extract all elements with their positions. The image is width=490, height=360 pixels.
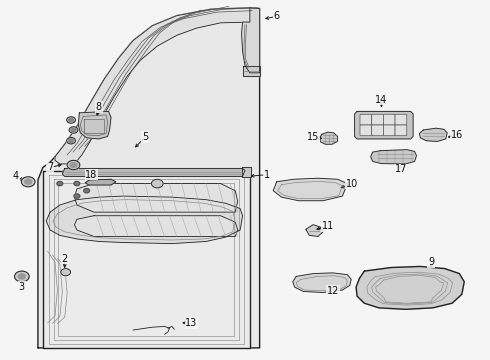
- Circle shape: [70, 162, 77, 167]
- Text: 16: 16: [451, 130, 463, 140]
- Circle shape: [69, 139, 74, 143]
- Polygon shape: [242, 167, 251, 177]
- Circle shape: [57, 181, 63, 186]
- Circle shape: [67, 138, 75, 144]
- Circle shape: [69, 127, 78, 133]
- Text: 4: 4: [13, 171, 19, 181]
- Polygon shape: [78, 111, 111, 139]
- FancyBboxPatch shape: [360, 114, 372, 125]
- Polygon shape: [419, 128, 447, 141]
- Polygon shape: [38, 8, 260, 348]
- FancyBboxPatch shape: [395, 114, 407, 125]
- Text: 13: 13: [185, 318, 197, 328]
- Polygon shape: [293, 273, 351, 293]
- Text: 1: 1: [264, 170, 270, 180]
- FancyBboxPatch shape: [372, 114, 383, 125]
- Circle shape: [67, 117, 75, 123]
- Circle shape: [74, 181, 80, 186]
- Polygon shape: [46, 196, 243, 244]
- Polygon shape: [306, 225, 323, 237]
- Circle shape: [71, 128, 76, 132]
- Circle shape: [151, 179, 163, 188]
- Text: 14: 14: [375, 95, 388, 105]
- Text: 2: 2: [62, 253, 68, 264]
- FancyBboxPatch shape: [395, 125, 407, 136]
- Polygon shape: [55, 8, 260, 164]
- Circle shape: [25, 179, 31, 184]
- FancyBboxPatch shape: [383, 125, 395, 136]
- Text: 3: 3: [19, 282, 25, 292]
- Circle shape: [19, 274, 25, 279]
- Text: 18: 18: [85, 170, 98, 180]
- Text: 11: 11: [322, 221, 334, 231]
- Text: 12: 12: [326, 286, 339, 296]
- Circle shape: [69, 118, 74, 122]
- Polygon shape: [43, 171, 250, 348]
- Circle shape: [22, 177, 35, 187]
- Text: 8: 8: [96, 102, 102, 112]
- Text: 9: 9: [428, 257, 434, 267]
- Text: 6: 6: [273, 12, 280, 21]
- Polygon shape: [356, 266, 464, 309]
- Text: 5: 5: [142, 132, 148, 142]
- Text: 17: 17: [395, 164, 407, 174]
- FancyBboxPatch shape: [360, 125, 372, 136]
- Text: 10: 10: [346, 179, 358, 189]
- Text: 7: 7: [47, 162, 53, 172]
- Circle shape: [84, 189, 90, 193]
- FancyBboxPatch shape: [383, 114, 395, 125]
- Polygon shape: [74, 216, 238, 237]
- Polygon shape: [371, 150, 416, 164]
- Polygon shape: [85, 179, 116, 185]
- Circle shape: [67, 160, 80, 170]
- Polygon shape: [355, 111, 413, 139]
- Polygon shape: [74, 184, 238, 212]
- Polygon shape: [242, 8, 260, 73]
- Polygon shape: [273, 178, 347, 201]
- FancyBboxPatch shape: [372, 125, 383, 136]
- Polygon shape: [62, 168, 245, 176]
- Circle shape: [61, 269, 71, 276]
- Polygon shape: [243, 66, 260, 76]
- Text: 15: 15: [307, 132, 319, 142]
- Polygon shape: [319, 132, 338, 144]
- Circle shape: [15, 271, 29, 282]
- Circle shape: [74, 194, 80, 198]
